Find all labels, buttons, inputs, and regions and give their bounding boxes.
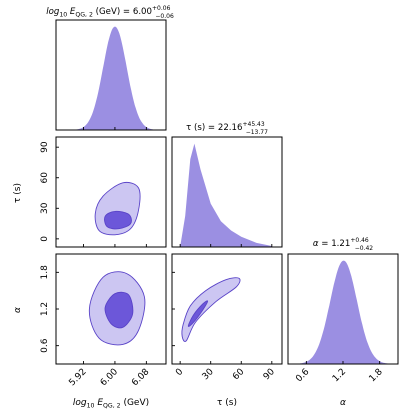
xlabel-tau: τ (s) bbox=[217, 398, 237, 408]
contour-outer-alpha_vs_tau bbox=[181, 277, 241, 342]
xlabel-logE: log10 EQG, 2 (GeV) bbox=[73, 398, 149, 410]
ylabel-alpha: α bbox=[13, 307, 23, 313]
ylabel-tau: τ (s) bbox=[13, 183, 23, 203]
panel-frame-tau_vs_logE bbox=[55, 136, 167, 248]
title-alpha: α = 1.21+0.46 −0.42 bbox=[313, 237, 373, 252]
ytick-label-alpha: 1.2 bbox=[40, 302, 50, 316]
panel-frame-logE-logE bbox=[55, 19, 167, 131]
ytick-label-tau: 60 bbox=[40, 172, 50, 184]
contour-inner-tau_vs_logE bbox=[104, 210, 132, 230]
ytick-label-alpha: 0.6 bbox=[40, 338, 50, 353]
ytick-label-tau: 30 bbox=[40, 202, 50, 214]
contour-inner-alpha_vs_logE bbox=[104, 291, 134, 329]
ytick-label-tau: 90 bbox=[40, 141, 50, 153]
ytick-label-tau: 0 bbox=[40, 236, 50, 242]
contour-inner-alpha_vs_tau bbox=[187, 300, 209, 327]
panel-frame-tau-tau bbox=[171, 136, 283, 248]
xtick-label-tau: 30 bbox=[201, 367, 216, 382]
xtick-label-tau: 90 bbox=[262, 367, 277, 382]
ytick-label-alpha: 1.8 bbox=[40, 265, 50, 280]
marginal-logE bbox=[56, 26, 166, 131]
xtick-label-logE: 6.00 bbox=[99, 367, 120, 388]
marginal-alpha bbox=[288, 260, 398, 364]
marginal-tau bbox=[180, 143, 272, 247]
xtick-label-alpha: 1.2 bbox=[331, 367, 348, 384]
xtick-label-tau: 60 bbox=[231, 367, 246, 382]
xtick-label-tau: 0 bbox=[174, 367, 185, 378]
xtick-label-alpha: 1.8 bbox=[368, 367, 385, 384]
xtick-label-logE: 6.08 bbox=[130, 367, 151, 388]
title-tau: τ (s) = 22.16+45.43 −13.77 bbox=[186, 121, 268, 136]
panels-group: 0 30 60 90 5.92 6.00 6.08 0.6 1.2 1.8 0 30 60 90 0.6 1.… bbox=[40, 19, 399, 388]
xlabel-alpha: α bbox=[340, 398, 346, 408]
xtick-label-logE: 5.92 bbox=[67, 367, 88, 388]
xtick-label-alpha: 0.6 bbox=[294, 367, 311, 384]
title-logE: log10 EQG, 2 (GeV) = 6.00+0.06 −0.06 bbox=[46, 5, 174, 20]
